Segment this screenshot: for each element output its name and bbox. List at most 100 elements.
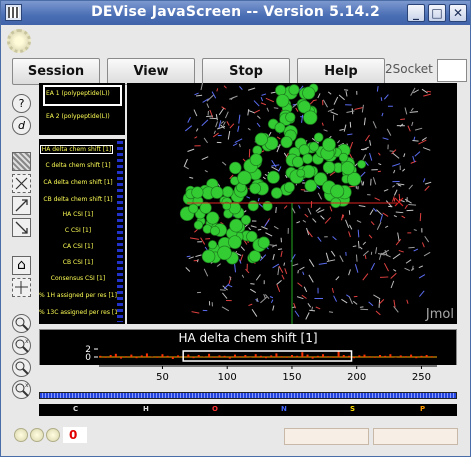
y-tick-label: 2 bbox=[85, 345, 91, 355]
bond-stick bbox=[294, 310, 300, 317]
bond-stick bbox=[380, 249, 390, 255]
cursor-icon[interactable] bbox=[12, 278, 31, 297]
bond-stick bbox=[390, 280, 395, 289]
data-legend: HA delta chem shift [1] C delta chem shi… bbox=[39, 139, 125, 324]
bond-stick bbox=[278, 166, 282, 172]
bond-stick bbox=[424, 185, 430, 192]
bond-stick bbox=[226, 121, 230, 126]
bond-stick bbox=[383, 262, 389, 272]
bond-stick bbox=[270, 91, 277, 94]
x-tick-label: 150 bbox=[282, 372, 301, 383]
entity-item-2[interactable]: EA 2 (polypeptide(L)) bbox=[46, 113, 110, 120]
bond-stick bbox=[422, 178, 426, 183]
zoom-out-x-icon[interactable]: x bbox=[12, 380, 31, 399]
error-count: 0 bbox=[63, 427, 87, 443]
bond-stick bbox=[270, 299, 274, 304]
select-rect-icon[interactable] bbox=[12, 152, 31, 171]
zoom-in-icon[interactable] bbox=[12, 314, 31, 333]
bond-stick bbox=[222, 292, 228, 299]
session-button[interactable]: Session bbox=[12, 58, 100, 85]
stop-button[interactable]: Stop bbox=[202, 58, 290, 85]
close-button[interactable]: ✕ bbox=[449, 4, 467, 22]
legend-item[interactable]: % 13C assigned per res [1] bbox=[39, 309, 121, 316]
entity-item-1[interactable]: EA 1 (polypeptide(L)) bbox=[46, 90, 110, 97]
bond-stick bbox=[262, 176, 266, 180]
bond-stick bbox=[189, 176, 194, 179]
bond-stick bbox=[203, 137, 208, 144]
bond-stick bbox=[409, 111, 419, 113]
legend-item[interactable]: C CSI [1] bbox=[64, 227, 92, 234]
bond-stick bbox=[322, 99, 328, 108]
bond-stick bbox=[297, 282, 303, 287]
residue-strip[interactable] bbox=[39, 392, 457, 399]
gear-icon[interactable] bbox=[7, 29, 31, 53]
atom-label: N bbox=[281, 405, 287, 413]
legend-item[interactable]: CB delta chem shift [1] bbox=[43, 196, 113, 203]
drill-down-icon[interactable]: d bbox=[12, 116, 31, 135]
zoom-out-icon[interactable] bbox=[12, 358, 31, 377]
minimize-button[interactable]: _ bbox=[407, 4, 425, 22]
bond-stick bbox=[424, 181, 432, 185]
legend-item[interactable]: C delta chem shift [1] bbox=[45, 162, 111, 169]
socket-field[interactable] bbox=[437, 59, 467, 82]
bond-stick bbox=[222, 121, 226, 126]
bond-stick bbox=[374, 197, 381, 201]
bond-stick bbox=[426, 90, 432, 93]
atom-sphere bbox=[228, 235, 242, 249]
entity-selection-box[interactable] bbox=[43, 85, 122, 106]
molecule-view[interactable]: Jmol bbox=[127, 83, 457, 324]
legend-item[interactable]: HA delta chem shift [1] bbox=[40, 145, 113, 154]
legend-item[interactable]: CA delta chem shift [1] bbox=[43, 179, 113, 186]
maximize-button[interactable]: □ bbox=[428, 4, 446, 22]
resize-icon[interactable] bbox=[12, 196, 31, 215]
help-icon[interactable]: ? bbox=[12, 94, 31, 113]
help-button[interactable]: Help bbox=[297, 58, 385, 85]
bond-stick bbox=[413, 248, 419, 252]
bond-stick bbox=[355, 254, 358, 262]
legend-item[interactable]: % 1H assigned per res [1] bbox=[39, 292, 117, 299]
bond-stick bbox=[393, 299, 396, 308]
bond-stick bbox=[402, 168, 406, 172]
bond-stick bbox=[413, 136, 416, 141]
atom-label: C bbox=[73, 405, 79, 413]
zoom-in-x-icon[interactable]: x bbox=[12, 336, 31, 355]
bond-stick bbox=[277, 248, 283, 250]
bond-stick bbox=[423, 251, 431, 257]
bond-stick bbox=[333, 295, 338, 302]
home-icon[interactable]: ⌂ bbox=[12, 256, 31, 275]
bond-stick bbox=[364, 255, 367, 260]
status-led-1 bbox=[14, 428, 28, 442]
status-led-3 bbox=[46, 428, 60, 442]
bond-stick bbox=[280, 250, 283, 257]
bond-stick bbox=[187, 148, 195, 152]
bond-stick bbox=[362, 181, 365, 186]
bond-stick bbox=[293, 302, 297, 309]
legend-item[interactable]: CA CSI [1] bbox=[62, 243, 94, 250]
bond-stick bbox=[406, 299, 409, 304]
legend-item[interactable]: CB CSI [1] bbox=[62, 259, 94, 266]
bond-stick bbox=[347, 133, 353, 136]
view-button[interactable]: View bbox=[107, 58, 195, 85]
legend-scrollbar[interactable] bbox=[117, 141, 123, 322]
bond-stick bbox=[321, 122, 324, 126]
bond-stick bbox=[276, 145, 281, 148]
bond-stick bbox=[213, 130, 216, 135]
y-tick-label: 0 bbox=[85, 353, 91, 363]
bond-stick bbox=[392, 184, 396, 188]
title-bar[interactable]: DEVise JavaScreen -- Version 5.14.2 _ □ … bbox=[1, 1, 470, 25]
resize-alt-icon[interactable] bbox=[12, 218, 31, 237]
atom-sphere bbox=[229, 161, 242, 175]
bond-stick bbox=[414, 127, 423, 131]
bond-stick bbox=[201, 119, 209, 127]
bond-stick bbox=[232, 142, 238, 147]
legend-item[interactable]: HA CSI [1] bbox=[62, 211, 94, 218]
zoom-box-icon[interactable] bbox=[12, 174, 31, 193]
legend-item[interactable]: Consensus CSI [1] bbox=[50, 275, 106, 282]
atom-sphere bbox=[296, 168, 306, 178]
atom-sphere bbox=[303, 110, 318, 125]
bond-stick bbox=[393, 169, 396, 174]
bond-stick bbox=[230, 96, 234, 101]
window-menu-icon[interactable] bbox=[5, 4, 22, 21]
atom-sphere bbox=[210, 186, 224, 199]
atom-legend-strip: C H O N S P bbox=[39, 404, 457, 416]
